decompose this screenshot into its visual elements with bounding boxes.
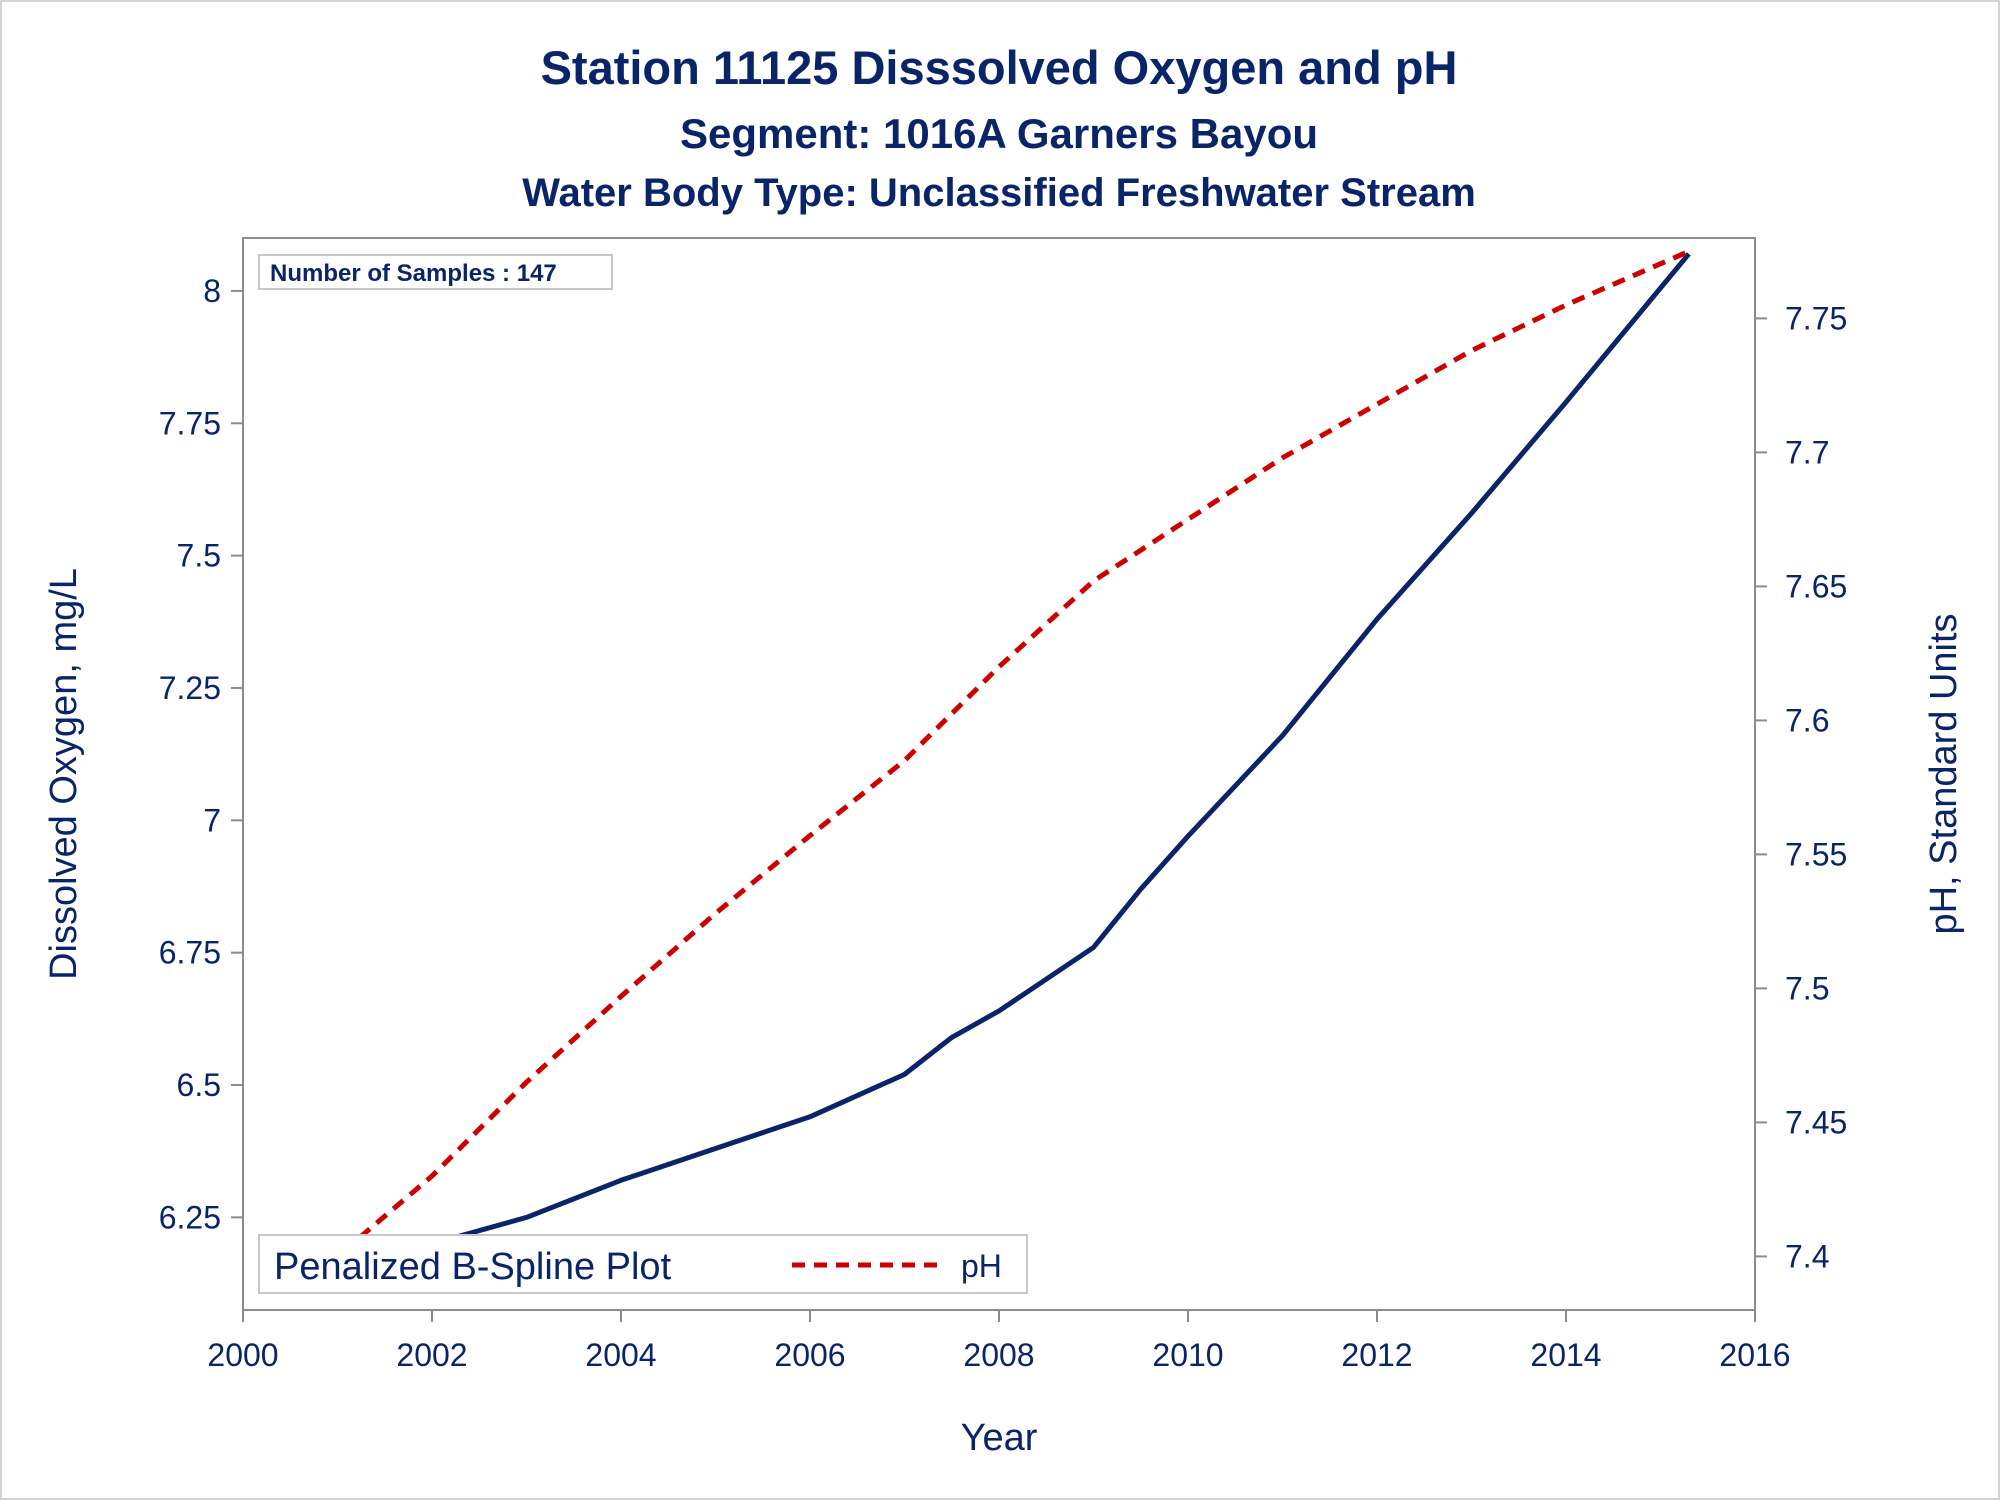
y-axis-right: 7.4 7.45 7.5 7.55 7.6 7.65 7.7 7.75: [1755, 300, 1847, 1274]
sample-count-box: [258, 254, 613, 290]
x-axis: 2000 2002 2004 2006 2008 2010 2012 2014 2016: [207, 1310, 1791, 1373]
y-right-tick-label: 7.5: [1785, 970, 1829, 1006]
x-tick-label: 2006: [774, 1337, 845, 1373]
y-left-tick-label: 8: [203, 273, 221, 309]
y-right-tick-label: 7.55: [1785, 836, 1847, 872]
y-left-tick-label: 7.75: [159, 405, 221, 441]
chart-subtitle-2: Water Body Type: Unclassified Freshwater…: [522, 171, 1476, 215]
dissolved-oxygen-series-line: [289, 252, 1691, 1289]
x-tick-label: 2002: [396, 1337, 467, 1373]
x-tick-label: 2012: [1341, 1337, 1412, 1373]
y-left-tick-label: 6.75: [159, 935, 221, 971]
y-right-tick-label: 7.6: [1785, 702, 1829, 738]
x-tick-label: 2004: [585, 1337, 656, 1373]
y-right-tick-label: 7.7: [1785, 434, 1829, 470]
ph-series-line: [288, 249, 1690, 1294]
x-tick-label: 2016: [1719, 1337, 1790, 1373]
x-axis-label: Year: [961, 1417, 1038, 1459]
series-layer: [288, 249, 1691, 1294]
x-tick-label: 2000: [207, 1337, 278, 1373]
x-tick-label: 2008: [963, 1337, 1034, 1373]
y-left-tick-label: 6.25: [159, 1199, 221, 1235]
x-tick-label: 2010: [1152, 1337, 1223, 1373]
y-right-tick-label: 7.4: [1785, 1238, 1829, 1274]
chart-subtitle: Segment: 1016A Garners Bayou: [680, 110, 1318, 157]
y-axis-left: 6.25 6.5 6.75 7 7.25 7.5 7.75 8: [159, 273, 243, 1235]
legend-title: Penalized B-Spline Plot: [274, 1246, 672, 1288]
y-left-tick-label: 6.5: [177, 1067, 221, 1103]
y-left-tick-label: 7.25: [159, 670, 221, 706]
y-left-tick-label: 7.5: [177, 538, 221, 574]
x-tick-label: 2014: [1530, 1337, 1601, 1373]
legend: [258, 1234, 1028, 1294]
plot-area: [242, 237, 1756, 1311]
chart-title: Station 11125 Disssolved Oxygen and pH: [541, 41, 1458, 94]
y-axis-left-label: Dissolved Oxygen, mg/L: [43, 568, 85, 980]
y-right-tick-label: 7.75: [1785, 300, 1847, 336]
y-axis-right-label: pH, Standard Units: [1923, 613, 1965, 934]
sample-count-annotation: Number of Samples : 147: [270, 260, 557, 287]
y-left-tick-label: 7: [203, 802, 221, 838]
legend-entry-ph: pH: [961, 1248, 1002, 1284]
y-right-tick-label: 7.65: [1785, 568, 1847, 604]
y-right-tick-label: 7.45: [1785, 1104, 1847, 1140]
